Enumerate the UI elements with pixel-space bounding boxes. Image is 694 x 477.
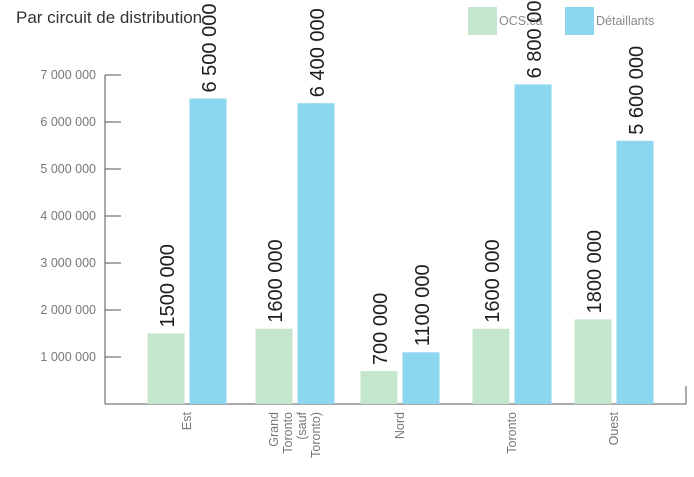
bar-ocs <box>255 328 293 404</box>
y-tick-label: 1 000 000 <box>40 350 96 364</box>
bar-ocs <box>574 319 612 404</box>
bar-value-label: 1500 000 <box>157 244 179 327</box>
bar-value-label: 1800 000 <box>584 230 606 313</box>
y-tick-label: 4 000 000 <box>40 209 96 223</box>
bar-detaillants <box>616 140 654 405</box>
x-category-label: Est <box>180 411 194 430</box>
bar-detaillants <box>297 103 335 404</box>
chart-title: Par circuit de distribution <box>16 8 203 27</box>
legend-label-ocs: OCS.ca <box>499 14 543 28</box>
x-category-label: Toronto <box>505 412 519 454</box>
y-tick-label: 3 000 000 <box>40 256 96 270</box>
y-tick-label: 6 000 000 <box>40 115 96 129</box>
bar-value-label: 1600 000 <box>265 239 287 322</box>
bar-value-label: 6 800 000 <box>524 0 546 78</box>
bar-ocs <box>472 328 510 404</box>
y-tick-label: 5 000 000 <box>40 162 96 176</box>
x-category-label: Ouest <box>607 411 621 445</box>
bar-value-label: 1600 000 <box>482 239 504 322</box>
y-tick-label: 2 000 000 <box>40 303 96 317</box>
bar-detaillants <box>189 98 227 404</box>
legend-item-ocs: OCS.ca <box>468 7 543 35</box>
legend-label-detaillants: Détaillants <box>596 14 655 28</box>
bar-value-label: 6 500 000 <box>199 4 221 93</box>
bar-ocs <box>147 333 185 404</box>
legend-swatch-detaillants <box>565 7 594 35</box>
bar-detaillants <box>402 352 440 404</box>
bar-value-label: 5 600 000 <box>626 46 648 135</box>
legend-swatch-ocs <box>468 7 497 35</box>
bar-ocs <box>360 371 398 404</box>
bar-detaillants <box>514 84 552 405</box>
bar-value-label: 6 400 000 <box>307 8 329 97</box>
bar-value-label: 700 000 <box>370 293 392 365</box>
x-category-label: Nord <box>393 412 407 439</box>
y-tick-label: 7 000 000 <box>40 68 96 82</box>
bar-value-label: 1100 000 <box>412 264 434 346</box>
legend-item-detaillants: Détaillants <box>565 7 654 35</box>
x-category-label: GrandToronto(saufToronto) <box>267 411 323 457</box>
